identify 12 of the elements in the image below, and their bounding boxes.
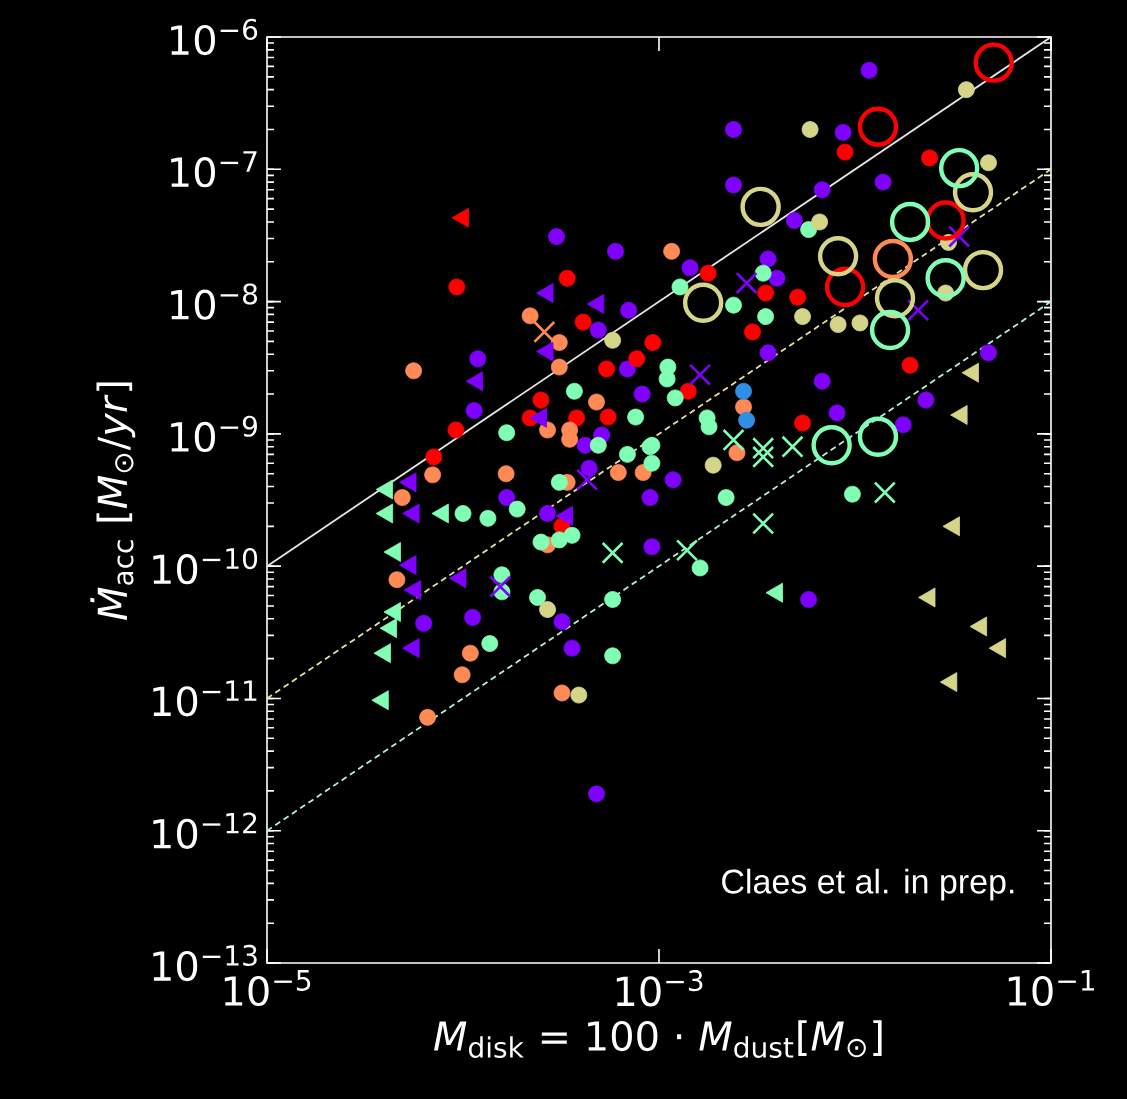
y-tick-label: 10$^{−12}$	[153, 812, 257, 849]
y-tick-label: 10$^{−7}$	[171, 151, 257, 188]
y-axis-title: Ṁ$_{acc}$ [M$_{⊙}$/yr]	[90, 382, 136, 620]
y-tick-label: 10$^{−6}$	[171, 18, 258, 56]
x-tick-label: 10$^{−1}$	[1008, 970, 1095, 1007]
x-tick-label: 10$^{−3}$	[616, 970, 703, 1007]
y-tick-label: 10$^{−11}$	[153, 680, 257, 717]
annotation: Claes et al. in prep.	[722, 868, 1014, 901]
y-tick-label: 10$^{−9}$	[171, 415, 257, 453]
y-tick-label: 10$^{−8}$	[171, 283, 258, 320]
text: M$_{disk}$ = 100 · M$_{dust}$[M$_{⊙}$]	[434, 1020, 882, 1059]
y-tick-label: 10$^{−10}$	[153, 547, 258, 585]
